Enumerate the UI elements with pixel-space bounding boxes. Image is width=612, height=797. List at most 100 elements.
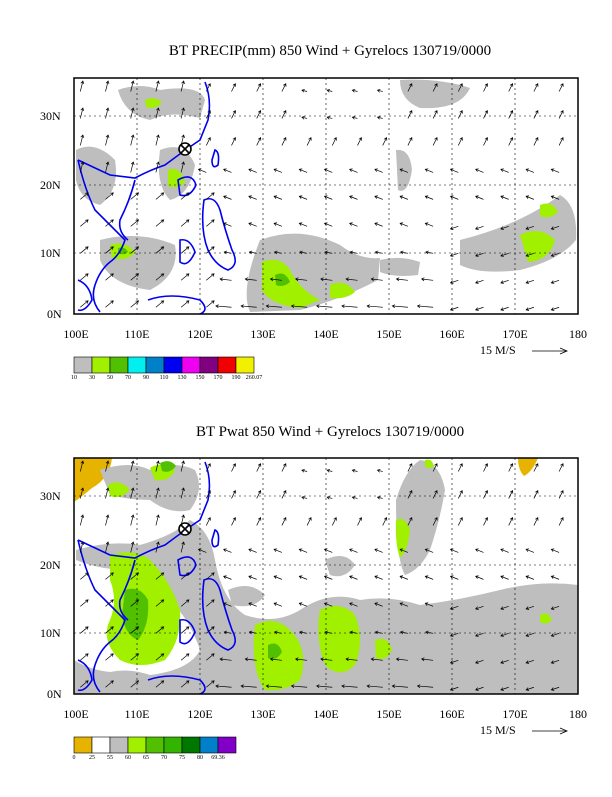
wind-arrow: [550, 306, 560, 311]
wind-arrow: [105, 107, 110, 119]
colorbar-swatch: [163, 356, 183, 374]
wind-arrow: [475, 632, 484, 637]
wind-arrow: [525, 226, 535, 230]
wind-arrow: [558, 490, 564, 499]
wind-arrow: [130, 541, 135, 553]
wind-arrow: [533, 463, 539, 472]
wind-arrow: [79, 134, 85, 146]
map-frame: [73, 457, 579, 695]
wind-arrow: [345, 657, 358, 662]
wind-arrow: [416, 684, 434, 688]
wind-arrow: [483, 83, 488, 92]
wind-arrow: [180, 599, 190, 607]
wind-arrow: [449, 168, 459, 173]
colorbar-label: 60: [125, 755, 131, 761]
wind-arrow: [155, 572, 165, 580]
wind-arrow: [550, 279, 560, 284]
wind-arrow: [483, 110, 488, 119]
wind-arrow: [130, 134, 135, 146]
y-tick-label: 20N: [40, 178, 61, 192]
colorbar-swatch: [145, 356, 165, 374]
wind-arrow: [130, 653, 140, 661]
wind-arrow: [525, 606, 535, 610]
wind-arrow: [370, 657, 383, 662]
wind-arrow: [130, 599, 140, 607]
colorbar-label: 65: [143, 755, 149, 761]
colorbar-label: 170: [214, 375, 223, 381]
wind-arrow: [105, 680, 114, 688]
wind-arrow: [80, 680, 89, 688]
wind-arrow: [475, 575, 484, 580]
wind-arrow: [180, 653, 190, 661]
wind-arrow: [281, 137, 287, 146]
wind-arrow: [432, 110, 438, 119]
wind-arrow: [550, 168, 560, 173]
wind-arrow: [432, 490, 438, 499]
x-tick-label: 170E: [502, 327, 527, 341]
wind-arrow: [219, 277, 232, 282]
colorbar-swatch: [127, 356, 147, 374]
wind-arrow: [376, 495, 383, 500]
wind-arrow: [399, 548, 409, 553]
wind-arrow: [550, 575, 560, 580]
panel-pwat: BT Pwat 850 Wind + Gyrelocs 130719/0000: [40, 424, 587, 761]
wind-arrow: [80, 599, 89, 607]
wind-arrow: [550, 632, 560, 637]
wind-arrow: [298, 602, 308, 607]
wind-arrow: [180, 626, 190, 634]
wind-arrow: [399, 602, 409, 607]
wind-arrow: [130, 192, 140, 200]
colorbar: 0 25 55 60 65 70 75 80 69.36: [73, 736, 237, 761]
wind-arrow: [382, 137, 388, 146]
wind-arrow: [298, 548, 308, 553]
wind-arrow: [155, 541, 160, 553]
x-tick-label: 120E: [187, 707, 212, 721]
wind-arrow: [223, 168, 232, 173]
colorbar-label: 25: [89, 755, 95, 761]
wind-arrow: [500, 195, 509, 200]
wind-arrow: [180, 161, 185, 173]
wind-arrow: [500, 306, 509, 311]
wind-arrow: [248, 548, 257, 553]
wind-arrow: [558, 83, 564, 92]
y-axis-labels: 30N 20N 10N 0N: [40, 489, 62, 701]
wind-arrow: [273, 575, 283, 580]
wind-arrow: [483, 137, 488, 146]
wind-arrow: [424, 195, 434, 200]
wind-arrow: [231, 110, 236, 119]
wind-arrow: [370, 277, 383, 282]
wind-arrow: [508, 517, 514, 526]
wind-arrow: [180, 680, 190, 688]
panel-precip: BT PRECIP(mm) 850 Wind + Gyrelocs 130719…: [40, 43, 587, 381]
wind-arrow: [205, 83, 211, 92]
wind-arrow: [79, 460, 85, 472]
x-tick-label: 110E: [125, 327, 150, 341]
wind-arrow: [349, 602, 358, 607]
wind-arrow: [269, 277, 282, 282]
wind-arrow: [155, 300, 165, 308]
x-tick-label: 130E: [250, 707, 275, 721]
wind-arrow: [500, 226, 509, 230]
wind-arrow: [533, 517, 539, 526]
wind-arrow: [475, 226, 484, 230]
wind-arrow: [525, 548, 535, 553]
wind-arrow: [323, 602, 333, 607]
wind-arrow: [425, 250, 434, 255]
wind-arrow: [483, 463, 488, 472]
colorbar-label: 69.36: [211, 755, 225, 761]
panel-title: BT Pwat 850 Wind + Gyrelocs 130719/0000: [196, 424, 464, 440]
wind-arrow: [349, 222, 358, 227]
wind-arrow: [326, 468, 333, 473]
colorbar-label: 10: [71, 375, 77, 381]
wind-arrow: [424, 575, 434, 580]
colorbar-swatch: [199, 736, 219, 754]
wind-arrow: [449, 226, 459, 230]
wind-arrow: [130, 300, 140, 308]
colorbar-label: 30: [89, 375, 95, 381]
wind-arrow: [349, 548, 358, 553]
wind-arrow: [508, 110, 514, 119]
wind-arrow: [206, 572, 215, 580]
wind-arrow: [407, 137, 413, 146]
wind-arrow: [105, 541, 110, 553]
wind-arrow: [449, 659, 459, 664]
